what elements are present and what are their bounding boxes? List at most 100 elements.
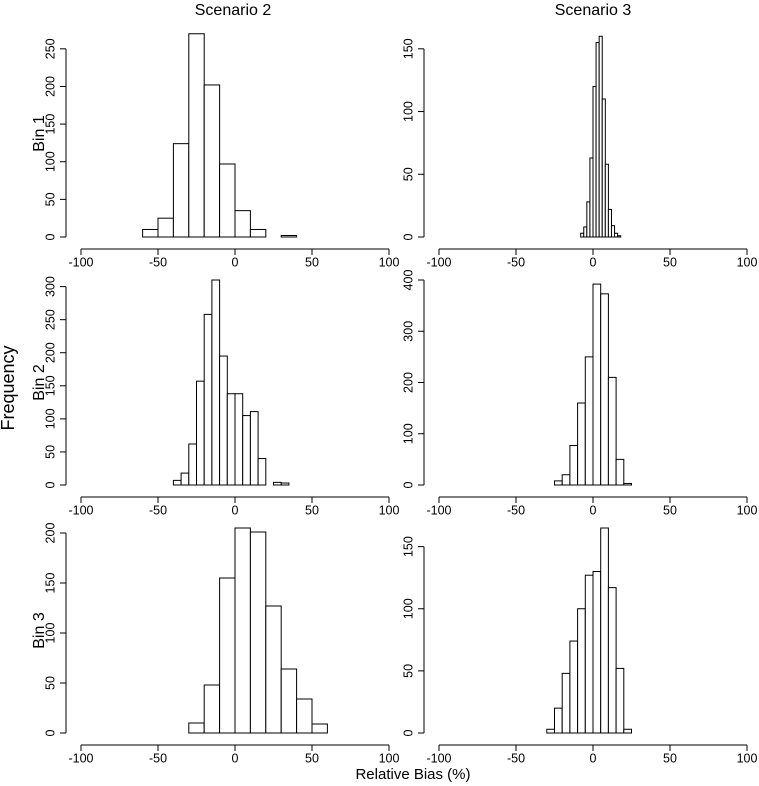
y-tick-label: 150 (401, 38, 415, 59)
row-label: Bin 2 (31, 364, 48, 401)
y-tick-label: 100 (43, 408, 57, 429)
histogram-bar (196, 380, 205, 486)
y-tick-label: 100 (43, 623, 57, 644)
histogram-bar (219, 163, 236, 238)
y-tick-label: 50 (43, 192, 57, 206)
y-tick-label: 50 (401, 167, 415, 181)
x-tick-label: -50 (149, 503, 167, 517)
x-tick-label: 50 (305, 255, 319, 269)
histogram-bar (592, 570, 602, 734)
y-tick-label: 0 (43, 481, 57, 488)
column-title-scenario-3: Scenario 3 (555, 2, 632, 19)
histogram-bar (249, 531, 267, 734)
histogram-bar (203, 313, 213, 486)
histogram-bar (623, 482, 632, 486)
x-tick-label: 50 (305, 503, 319, 517)
histogram-bar (569, 445, 579, 486)
histogram-bar (296, 698, 313, 734)
y-tick-label: 200 (401, 372, 415, 393)
x-tick-label: -100 (68, 255, 93, 269)
panels: -100 -50 0 50 100 0 50 100 150 200 250 Bin 1 -100 -50… (31, 33, 758, 765)
y-tick-label: 100 (401, 598, 415, 619)
y-tick-label: 250 (43, 309, 57, 330)
y-tick-label: 0 (43, 233, 57, 240)
histogram-bar (219, 577, 236, 734)
x-axis-title: Relative Bias (%) (355, 766, 470, 783)
x-tick-label: 50 (663, 751, 677, 765)
histogram-bar (172, 479, 182, 486)
x-tick-label: 100 (379, 751, 400, 765)
histogram-bar (234, 210, 251, 238)
x-tick-label: -100 (68, 751, 93, 765)
histogram-bar (142, 228, 159, 238)
x-tick-label: 0 (232, 255, 239, 269)
y-tick-label: 300 (401, 321, 415, 342)
y-tick-label: 50 (43, 676, 57, 690)
y-tick-label: 150 (401, 536, 415, 557)
y-tick-label: 250 (43, 38, 57, 59)
histogram-bar (554, 480, 563, 486)
histogram-bar (157, 217, 174, 238)
column-title-scenario-2: Scenario 2 (195, 2, 272, 19)
histogram-bar (226, 393, 236, 486)
histogram-bar (615, 458, 625, 486)
histogram-bar (188, 443, 198, 486)
y-tick-label: 150 (43, 573, 57, 594)
histogram-bar (249, 228, 267, 238)
histogram-bar (257, 458, 267, 486)
histogram-bar (607, 208, 612, 238)
y-tick-label: 200 (43, 342, 57, 363)
y-tick-label: 150 (43, 114, 57, 135)
x-tick-label: -100 (426, 503, 451, 517)
x-tick-label: 100 (737, 751, 758, 765)
x-tick-label: -50 (507, 751, 525, 765)
histogram-bar (234, 393, 244, 486)
histogram-bar (569, 640, 579, 734)
row-label: Bin 3 (31, 612, 48, 649)
histogram-bar (234, 527, 251, 734)
x-tick-label: 0 (232, 503, 239, 517)
x-tick-label: 50 (663, 503, 677, 517)
histogram-bar (600, 527, 609, 734)
histogram-bar (280, 668, 298, 734)
x-tick-label: 0 (590, 503, 597, 517)
histogram-panel: -100 -50 0 50 100 0 50 100 150 (401, 527, 758, 765)
y-tick-label: 150 (43, 375, 57, 396)
y-tick-label: 0 (401, 233, 415, 240)
histogram-bar (554, 707, 563, 734)
histogram-bar (180, 472, 190, 486)
histogram-bar (273, 481, 282, 486)
histogram-panel: -100 -50 0 50 100 0 50 100 150 200 250 Bin 1 (31, 33, 399, 269)
histogram-bar (280, 482, 290, 486)
histogram-bar (188, 33, 205, 238)
histogram-bar (584, 356, 594, 486)
histogram-bar (242, 415, 251, 486)
histogram-bar (188, 722, 205, 734)
histogram-bar (610, 225, 616, 238)
x-tick-label: -50 (149, 751, 167, 765)
histogram-bar (219, 355, 228, 486)
histogram-bar (600, 293, 609, 486)
histogram-bar (614, 232, 619, 238)
y-tick-label: 50 (43, 445, 57, 459)
histogram-panel: -100 -50 0 50 100 0 50 100 150 200 250 300 Bin 2 (31, 276, 399, 517)
histogram-bar (561, 672, 571, 734)
x-tick-label: -50 (149, 255, 167, 269)
histogram-bar (604, 163, 609, 238)
y-axis-title: Frequency (0, 345, 18, 430)
x-tick-label: 50 (305, 751, 319, 765)
x-tick-label: -100 (426, 751, 451, 765)
histogram-bar (592, 283, 602, 486)
y-tick-label: 100 (43, 151, 57, 172)
y-tick-label: 0 (43, 729, 57, 736)
y-tick-label: 50 (401, 664, 415, 678)
y-tick-label: 200 (43, 523, 57, 544)
histogram-bar (280, 234, 298, 238)
histogram-bar (249, 411, 259, 486)
x-tick-label: -100 (68, 503, 93, 517)
x-tick-label: -100 (426, 255, 451, 269)
y-tick-label: 0 (401, 481, 415, 488)
histogram-bar (577, 402, 586, 486)
histogram-bar (584, 574, 594, 734)
